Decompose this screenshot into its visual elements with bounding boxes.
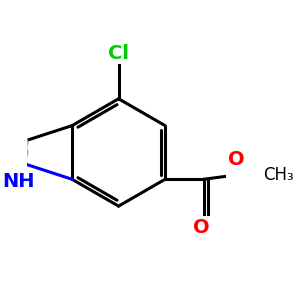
Circle shape: [14, 146, 28, 159]
Text: Cl: Cl: [108, 44, 129, 63]
Circle shape: [14, 135, 28, 149]
Text: CH₃: CH₃: [263, 166, 293, 184]
Text: O: O: [228, 149, 244, 169]
Text: NH: NH: [2, 172, 34, 191]
Text: O: O: [193, 218, 210, 238]
